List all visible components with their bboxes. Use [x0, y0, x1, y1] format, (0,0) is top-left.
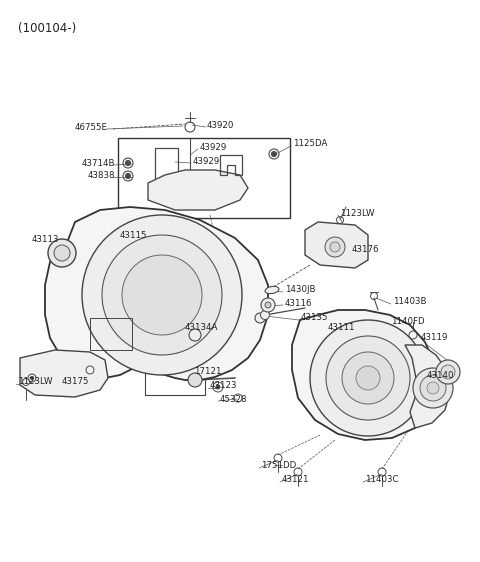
Ellipse shape: [265, 287, 279, 294]
Circle shape: [436, 360, 460, 384]
Text: 46755E: 46755E: [75, 124, 108, 133]
Text: 1751DD: 1751DD: [261, 461, 296, 470]
Text: 1140FD: 1140FD: [391, 318, 425, 327]
Circle shape: [342, 352, 394, 404]
Circle shape: [189, 329, 201, 341]
Text: 45328: 45328: [220, 395, 248, 404]
Text: 1430JB: 1430JB: [285, 285, 315, 294]
Text: 43929: 43929: [193, 157, 220, 166]
Circle shape: [272, 152, 276, 156]
Circle shape: [31, 377, 34, 379]
Circle shape: [310, 320, 426, 436]
Circle shape: [122, 255, 202, 335]
Circle shape: [102, 235, 222, 355]
Text: 43121: 43121: [282, 475, 310, 484]
Text: 43175: 43175: [62, 378, 89, 387]
Text: 43714B: 43714B: [82, 158, 115, 167]
Circle shape: [261, 310, 269, 320]
Text: 43116: 43116: [285, 298, 312, 307]
Text: 11403C: 11403C: [365, 475, 398, 484]
Circle shape: [188, 373, 202, 387]
Circle shape: [54, 245, 70, 261]
Circle shape: [356, 366, 380, 390]
Circle shape: [216, 385, 220, 389]
Text: 43123: 43123: [210, 382, 238, 391]
Circle shape: [82, 215, 242, 375]
Text: 17121: 17121: [194, 368, 221, 377]
Text: 43119: 43119: [421, 333, 448, 342]
Text: 43838: 43838: [87, 171, 115, 180]
Circle shape: [325, 237, 345, 257]
Text: (100104-): (100104-): [18, 22, 76, 35]
Polygon shape: [305, 222, 368, 268]
Text: 11403B: 11403B: [393, 297, 427, 306]
Circle shape: [420, 375, 446, 401]
Text: 43920: 43920: [207, 120, 234, 129]
Text: 43111: 43111: [328, 324, 356, 333]
Text: 43135: 43135: [301, 314, 328, 323]
Circle shape: [255, 313, 265, 323]
Text: 43176: 43176: [352, 246, 380, 255]
Circle shape: [330, 242, 340, 252]
Circle shape: [441, 365, 455, 379]
Text: 43929: 43929: [200, 143, 227, 152]
Text: 1125DA: 1125DA: [293, 139, 327, 148]
Text: 43113: 43113: [32, 234, 60, 243]
Polygon shape: [148, 170, 248, 210]
Bar: [118, 138, 290, 218]
Text: 1123LW: 1123LW: [18, 378, 52, 387]
Text: 43134A: 43134A: [185, 324, 218, 333]
Circle shape: [125, 174, 131, 179]
Text: 43140: 43140: [427, 370, 455, 379]
Circle shape: [427, 382, 439, 394]
Polygon shape: [20, 350, 108, 397]
Polygon shape: [405, 345, 450, 428]
Bar: [90, 318, 132, 350]
Circle shape: [265, 302, 271, 308]
Circle shape: [48, 239, 76, 267]
Circle shape: [125, 161, 131, 165]
Polygon shape: [45, 207, 268, 380]
Text: 43115: 43115: [120, 230, 147, 239]
Text: 1123LW: 1123LW: [340, 209, 374, 217]
Polygon shape: [292, 310, 437, 440]
Circle shape: [261, 298, 275, 312]
Circle shape: [326, 336, 410, 420]
Circle shape: [413, 368, 453, 408]
